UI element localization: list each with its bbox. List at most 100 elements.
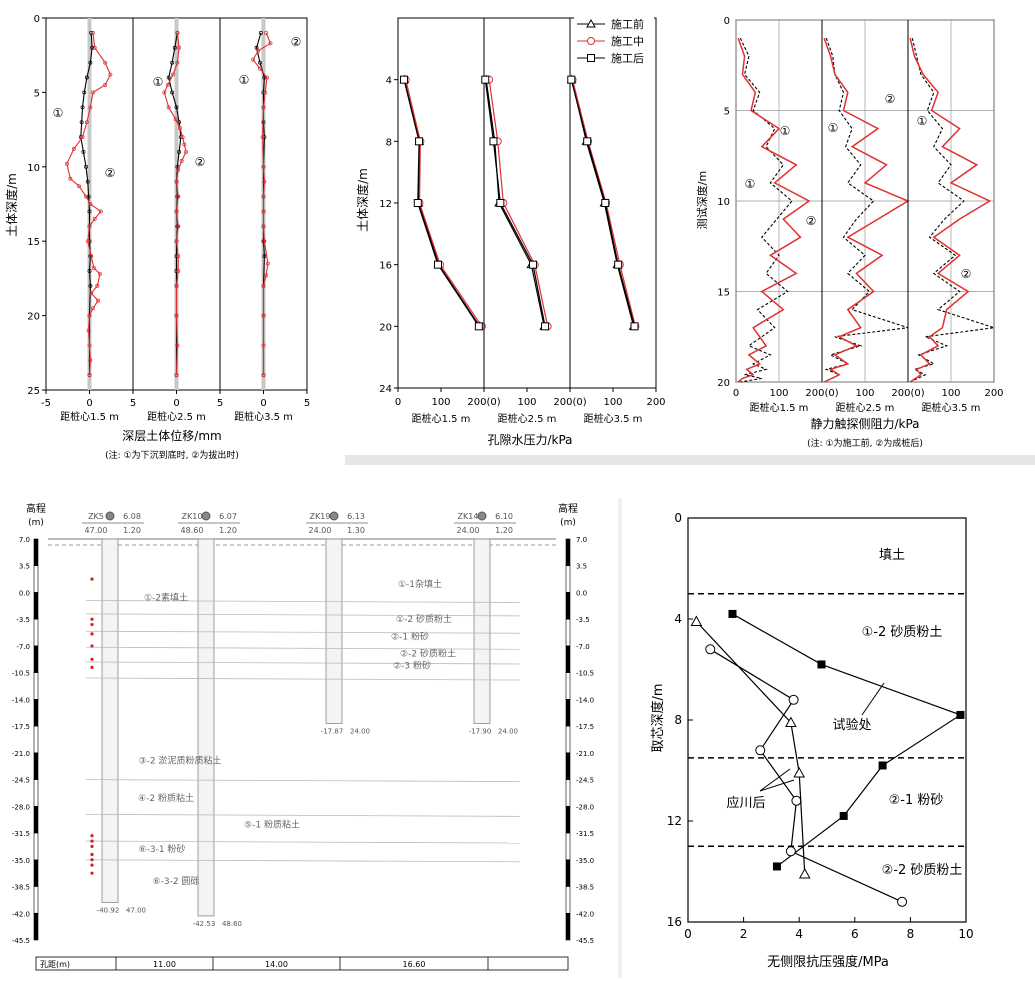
triangle-marker [690,615,703,627]
x-axis-title: 无侧限抗压强度/MPa [767,954,889,970]
sample-marker [90,863,94,867]
stratum-boundary [85,646,521,650]
borehole-bottom-elevation: -40.92 [97,907,120,915]
borehole-column [473,538,491,724]
stratum-boundary [85,600,521,603]
series-point [87,373,92,378]
left-elevation-unit: (m) [28,518,44,528]
elevation-scale-segment [33,538,39,567]
y-tick-label: 24 [379,384,392,395]
y-tick-label: 0 [34,14,40,25]
x-tick-label: 8 [907,927,915,941]
series-point [176,269,181,273]
x-tick-label: 5 [217,398,223,409]
y-axis-title: 土体深度/m [4,173,19,237]
subplot-label: 距桩心2.5 m [836,401,895,414]
series-line-2 [163,32,187,376]
elevation-scale-segment [33,886,39,914]
circle-marker [788,694,799,705]
sample-marker [90,852,94,857]
square-marker [496,199,505,207]
callout-label: ① [53,106,64,120]
sample-marker [90,839,94,843]
elevation-scale-segment [33,912,39,941]
series-point [264,273,269,278]
square-marker [433,260,442,269]
series-point [173,117,178,122]
series-point [176,194,181,199]
series-point [258,66,262,71]
elevation-scale-segment [33,645,39,673]
series-point [98,209,103,214]
series-point [251,57,256,62]
elevation-tick-label: -45.5 [576,937,594,945]
borehole-depth: 24.00 [457,526,480,535]
sample-marker [90,622,94,627]
subplot-label: 距桩心1.5 m [60,410,119,423]
series-point [179,158,184,163]
elevation-scale-segment [565,592,571,620]
legend-entry: 施工前 [611,17,644,31]
series-point [166,105,171,110]
series-point [77,184,82,189]
series-point [95,283,100,288]
square-marker [601,199,610,207]
elevation-tick-label: -28.0 [12,803,30,811]
borehole-total-depth: 48.60 [222,920,242,928]
borehole-elevation: 6.13 [347,512,365,521]
gray-divider-vertical [618,498,622,978]
subplot-label: 距桩心2.5 m [498,412,557,425]
series-point [92,216,97,221]
x-tick-label: 0 [86,398,92,409]
stratum-boundary [85,859,521,863]
elevation-tick-label: -35.0 [576,857,594,865]
y-tick-label: 5 [724,107,730,118]
series-point [91,90,95,95]
subplot-label: 距桩心2.5 m [147,410,206,423]
series-point [166,75,171,80]
gray-divider-bar [345,455,1035,465]
borehole-total-depth: 24.00 [498,727,518,735]
series-point [174,179,179,184]
borehole-symbol [329,511,339,521]
stratum-boundary [85,840,521,844]
x-tick-label: 100 [941,388,960,399]
stratum-label: ①-2 砂质粉土 [396,613,452,625]
y-axis-title: 土体深度/m [355,168,370,232]
annotation-arrow [861,682,885,716]
series-point [170,60,175,65]
series-point [261,164,266,169]
series-point [182,142,187,147]
square-marker [489,137,498,146]
elevation-tick-label: -14.0 [12,696,30,704]
chart-note: (注: ①为施工前, ②为成桩后) [807,437,923,449]
x-tick-label: 6 [851,927,859,941]
elevation-tick-label: -10.5 [12,670,30,678]
elevation-tick-label: -3.5 [16,616,30,624]
series-point [261,224,266,229]
series-point [175,343,180,348]
series-point [82,90,87,95]
footer-cell: 孔距(m) [40,960,70,969]
series-point [175,60,180,65]
borehole-column [101,538,119,903]
series-point [261,209,266,214]
stratum-label: ①-1杂填土 [398,578,442,590]
elevation-tick-label: -24.5 [12,777,30,785]
borehole-water-level: 1.20 [495,526,513,535]
stratum-label: ②-2 砂质粉土 [400,648,456,660]
x-axis-title: 深层土体位移/mm [122,428,221,443]
x-tick-label: 100 [517,397,536,408]
sample-marker [90,871,94,875]
y-tick-label: 16 [379,261,392,272]
right-elevation-unit: (m) [560,518,576,528]
layer-label: 填土 [879,548,905,563]
series-point [79,120,84,125]
series-point [176,254,181,259]
callout-label: ① [153,75,164,89]
series-line-3 [695,621,806,875]
series-point [261,373,266,378]
footer-cell: 14.00 [265,960,288,969]
left-elevation-title: 高程 [26,502,46,515]
series-point [170,90,175,95]
